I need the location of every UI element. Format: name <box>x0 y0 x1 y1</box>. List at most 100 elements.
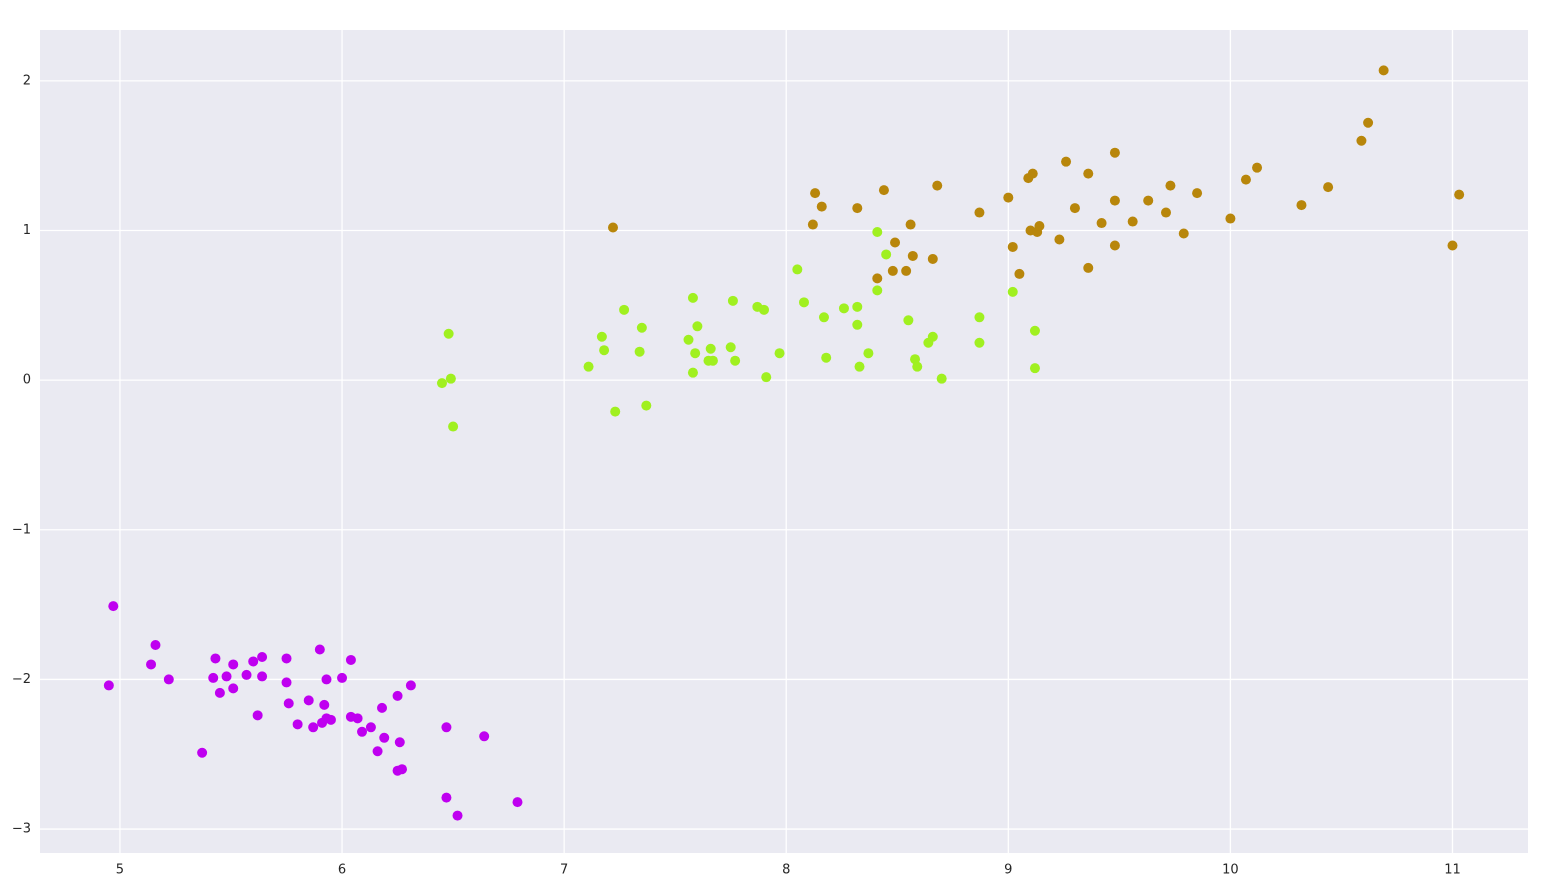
point <box>314 644 325 655</box>
point <box>881 249 892 260</box>
point <box>932 180 943 191</box>
point <box>512 797 523 808</box>
point <box>292 719 303 730</box>
x-tick-label: 10 <box>1222 863 1239 878</box>
point <box>1225 213 1236 224</box>
point <box>636 322 647 333</box>
point <box>1143 195 1154 206</box>
point <box>228 683 239 694</box>
point <box>727 295 738 306</box>
point <box>308 722 319 733</box>
point <box>372 746 383 757</box>
point <box>1034 221 1045 232</box>
point <box>907 250 918 261</box>
point <box>1029 363 1040 374</box>
point <box>103 680 114 691</box>
point <box>445 373 456 384</box>
point <box>927 331 938 342</box>
point <box>436 378 447 389</box>
point <box>974 312 985 323</box>
point <box>1007 241 1018 252</box>
point <box>208 672 219 683</box>
x-tick-label: 5 <box>116 863 124 878</box>
point <box>1356 135 1367 146</box>
point <box>1083 168 1094 179</box>
point <box>1014 268 1025 279</box>
point <box>479 731 490 742</box>
point <box>683 334 694 345</box>
x-tick-label: 9 <box>1004 863 1012 878</box>
point <box>392 690 403 701</box>
point <box>974 207 985 218</box>
point <box>252 710 263 721</box>
point <box>146 659 157 670</box>
point <box>912 361 923 372</box>
point <box>1165 180 1176 191</box>
point <box>1192 188 1203 199</box>
point <box>610 406 621 417</box>
point <box>810 188 821 199</box>
point <box>1029 325 1040 336</box>
point <box>905 219 916 230</box>
point <box>692 321 703 332</box>
point <box>583 361 594 372</box>
point <box>108 601 119 612</box>
y-tick-label: 2 <box>23 73 31 88</box>
point <box>927 253 938 264</box>
point <box>1096 218 1107 229</box>
point <box>1109 147 1120 158</box>
point <box>816 201 827 212</box>
point <box>337 672 348 683</box>
point <box>441 722 452 733</box>
y-tick-label: 1 <box>23 223 31 238</box>
point <box>852 203 863 214</box>
plot-area <box>40 30 1528 853</box>
x-tick-label: 11 <box>1444 863 1461 878</box>
point <box>397 764 408 775</box>
point <box>730 355 741 366</box>
point <box>687 292 698 303</box>
point <box>1127 216 1138 227</box>
point <box>365 722 376 733</box>
point <box>1296 200 1307 211</box>
point <box>1054 234 1065 245</box>
point <box>1061 156 1072 167</box>
point <box>599 345 610 356</box>
point <box>150 640 161 651</box>
point <box>357 726 368 737</box>
x-tick-label: 7 <box>560 863 568 878</box>
point <box>352 713 363 724</box>
point <box>441 792 452 803</box>
point <box>687 367 698 378</box>
point <box>1240 174 1251 185</box>
point <box>705 343 716 354</box>
point <box>283 698 294 709</box>
point <box>248 656 259 667</box>
point <box>1027 168 1038 179</box>
point <box>1252 162 1263 173</box>
y-tick-label: −2 <box>12 672 31 687</box>
point <box>1109 240 1120 251</box>
point <box>1003 192 1014 203</box>
point <box>852 301 863 312</box>
point <box>901 265 912 276</box>
point <box>852 319 863 330</box>
point <box>452 810 463 821</box>
point <box>1178 228 1189 239</box>
point <box>1363 117 1374 128</box>
point <box>281 653 292 664</box>
point <box>596 331 607 342</box>
point <box>774 348 785 359</box>
point <box>878 185 889 196</box>
point <box>321 674 332 685</box>
point <box>798 297 809 308</box>
point <box>1083 262 1094 273</box>
point <box>1007 286 1018 297</box>
point <box>281 677 292 688</box>
x-tick-label: 8 <box>782 863 790 878</box>
point <box>759 304 770 315</box>
point <box>210 653 221 664</box>
point <box>854 361 865 372</box>
point <box>197 747 208 758</box>
